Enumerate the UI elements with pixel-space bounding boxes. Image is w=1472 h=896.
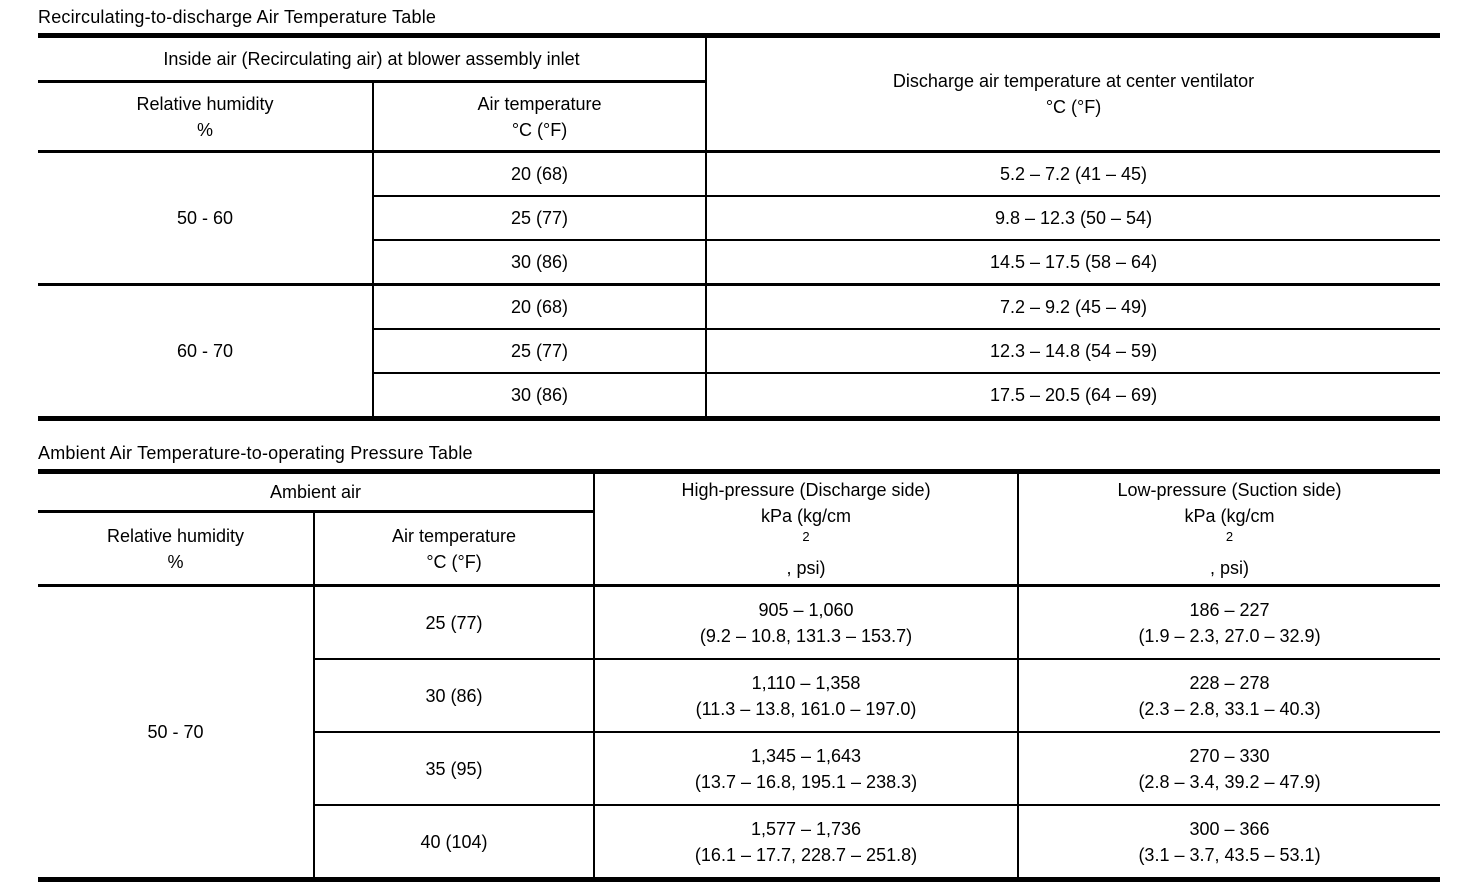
header-discharge-air-label: Discharge air temperature at center vent… <box>892 71 1255 91</box>
high-pressure-cell: 1,110 – 1,358 (11.3 – 13.8, 161.0 – 197.… <box>594 658 1020 732</box>
high-pressure-cell: 905 – 1,060 (9.2 – 10.8, 131.3 – 153.7) <box>594 585 1020 659</box>
low-pressure-cell: 300 – 366 (3.1 – 3.7, 43.5 – 53.1) <box>1018 804 1441 880</box>
humidity-group-60-70: 60 - 70 <box>38 283 374 419</box>
air-temp-cell: 25 (77) <box>314 585 596 659</box>
air-temp-cell: 30 (86) <box>373 372 708 419</box>
header-high-pressure-unit: kPa (kg/cm 2, psi) <box>761 506 852 578</box>
recirculating-to-discharge-table: Inside air (Recirculating air) at blower… <box>38 33 1441 421</box>
header-discharge-air-unit: °C (°F) <box>1045 97 1102 117</box>
header-relative-humidity-label: Relative humidity <box>106 525 245 546</box>
header-low-pressure: Low-pressure (Suction side) kPa (kg/cm 2,… <box>1018 471 1441 587</box>
superscript-2: 2 <box>802 529 810 544</box>
header-relative-humidity: Relative humidity % <box>38 81 374 153</box>
superscript-2: 2 <box>1225 529 1234 544</box>
discharge-temp-cell: 17.5 – 20.5 (64 – 69) <box>706 372 1441 419</box>
header-high-pressure: High-pressure (Discharge side) kPa (kg/c… <box>594 471 1020 587</box>
air-temp-cell: 35 (95) <box>314 731 596 805</box>
air-temp-cell: 40 (104) <box>314 804 596 880</box>
air-temp-cell: 25 (77) <box>373 328 708 373</box>
discharge-temp-cell: 14.5 – 17.5 (58 – 64) <box>706 239 1441 285</box>
recirculating-table-title: Recirculating-to-discharge Air Temperatu… <box>38 7 437 27</box>
discharge-temp-cell: 12.3 – 14.8 (54 – 59) <box>706 328 1441 373</box>
header-inside-air: Inside air (Recirculating air) at blower… <box>38 35 708 83</box>
air-temp-cell: 20 (68) <box>373 151 708 196</box>
header-relative-humidity: Relative humidity % <box>38 511 315 587</box>
header-air-temperature-label: Air temperature <box>391 525 517 546</box>
header-relative-humidity-unit: % <box>196 119 213 140</box>
low-pressure-cell: 228 – 278 (2.3 – 2.8, 33.1 – 40.3) <box>1018 658 1441 732</box>
discharge-temp-cell: 7.2 – 9.2 (45 – 49) <box>706 283 1441 329</box>
low-pressure-cell: 270 – 330 (2.8 – 3.4, 39.2 – 47.9) <box>1018 731 1441 805</box>
header-low-pressure-unit: kPa (kg/cm 2, psi) <box>1184 506 1275 578</box>
high-pressure-cell: 1,577 – 1,736 (16.1 – 17.7, 228.7 – 251.… <box>594 804 1020 880</box>
section-gap <box>38 421 1440 442</box>
discharge-temp-cell: 9.8 – 12.3 (50 – 54) <box>706 195 1441 240</box>
header-low-pressure-label: Low-pressure (Suction side) <box>1117 480 1342 500</box>
humidity-group-50-70: 50 - 70 <box>38 585 315 880</box>
header-air-temperature: Air temperature °C (°F) <box>373 81 708 153</box>
header-air-temperature-unit: °C (°F) <box>426 551 482 572</box>
ambient-air-pressure-table: Ambient air High-pressure (Discharge sid… <box>38 469 1441 882</box>
header-discharge-air: Discharge air temperature at center vent… <box>706 35 1441 153</box>
ambient-table-title: Ambient Air Temperature-to-operating Pre… <box>38 443 473 463</box>
header-high-pressure-label: High-pressure (Discharge side) <box>681 480 931 500</box>
air-temp-cell: 30 (86) <box>314 658 596 732</box>
air-temp-cell: 25 (77) <box>373 195 708 240</box>
header-air-temperature-label: Air temperature <box>477 93 602 114</box>
humidity-group-50-60: 50 - 60 <box>38 151 374 285</box>
header-relative-humidity-unit: % <box>167 551 184 572</box>
header-air-temperature-unit: °C (°F) <box>511 119 568 140</box>
air-temp-cell: 20 (68) <box>373 283 708 329</box>
air-temp-cell: 30 (86) <box>373 239 708 285</box>
discharge-temp-cell: 5.2 – 7.2 (41 – 45) <box>999 164 1148 184</box>
header-ambient-air: Ambient air <box>38 471 596 513</box>
header-relative-humidity-label: Relative humidity <box>136 93 274 114</box>
high-pressure-cell: 1,345 – 1,643 (13.7 – 16.8, 195.1 – 238.… <box>594 731 1020 805</box>
header-air-temperature: Air temperature °C (°F) <box>314 511 596 587</box>
low-pressure-cell: 186 – 227 (1.9 – 2.3, 27.0 – 32.9) <box>1138 599 1321 646</box>
